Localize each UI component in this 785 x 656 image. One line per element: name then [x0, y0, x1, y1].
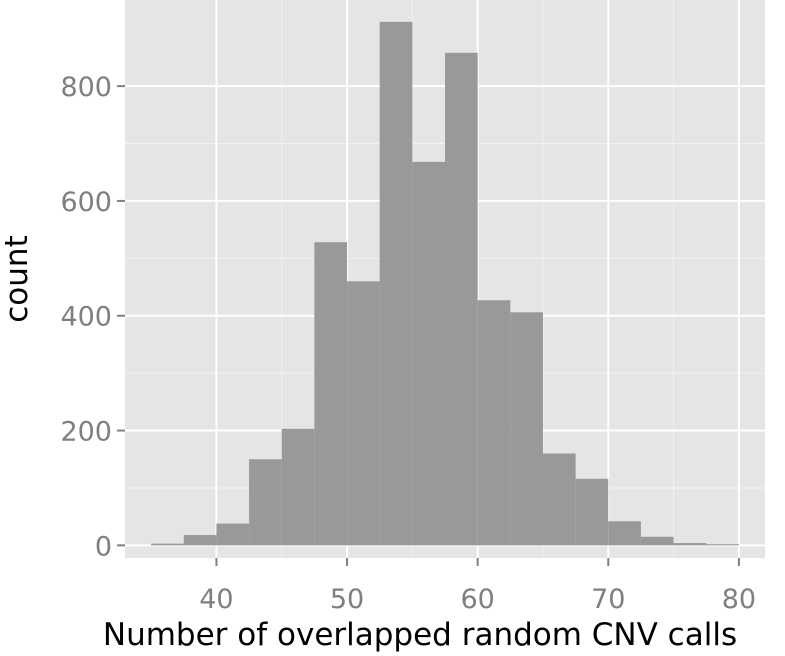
- histogram-bar: [183, 535, 217, 546]
- histogram-bar: [445, 52, 478, 546]
- histogram-bar: [249, 459, 282, 546]
- histogram-bar: [575, 478, 609, 546]
- histogram-bar: [608, 521, 641, 546]
- histogram-bar: [151, 543, 184, 546]
- x-axis-title: Number of overlapped random CNV calls: [103, 617, 737, 653]
- histogram-bar: [216, 523, 250, 546]
- y-tick-label: 400: [60, 302, 112, 333]
- y-axis-title: count: [0, 235, 35, 322]
- histogram-bars: [151, 21, 739, 546]
- x-tick-label: 60: [460, 584, 494, 615]
- histogram-bar: [706, 544, 739, 546]
- histogram-bar: [640, 536, 674, 546]
- histogram-bar: [314, 242, 348, 546]
- x-axis: 40 50 60 70 80: [199, 558, 756, 615]
- y-tick-label: 200: [60, 417, 112, 448]
- histogram-bar: [542, 453, 576, 546]
- y-tick-label: 600: [60, 187, 112, 218]
- x-tick-label: 40: [199, 584, 233, 615]
- histogram-bar: [379, 21, 413, 546]
- y-axis: 0 200 400 600 800: [60, 72, 125, 562]
- histogram-bar: [412, 161, 445, 546]
- histogram-bar: [347, 281, 380, 546]
- y-tick-label: 800: [60, 72, 112, 103]
- histogram-bar: [477, 300, 511, 546]
- histogram-bar: [510, 312, 543, 546]
- histogram-bar: [673, 543, 707, 546]
- y-tick-label: 0: [95, 531, 112, 562]
- x-tick-label: 80: [722, 584, 756, 615]
- histogram-bar: [281, 428, 315, 546]
- x-tick-label: 50: [330, 584, 364, 615]
- x-tick-label: 70: [591, 584, 625, 615]
